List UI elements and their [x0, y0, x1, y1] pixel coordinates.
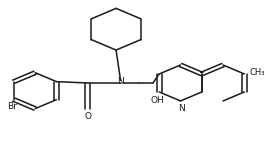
Text: Br: Br: [7, 102, 17, 111]
Text: OH: OH: [151, 96, 164, 105]
Text: N: N: [178, 104, 185, 113]
Text: N: N: [117, 77, 124, 86]
Text: O: O: [84, 112, 91, 121]
Text: CH₃: CH₃: [250, 68, 265, 77]
